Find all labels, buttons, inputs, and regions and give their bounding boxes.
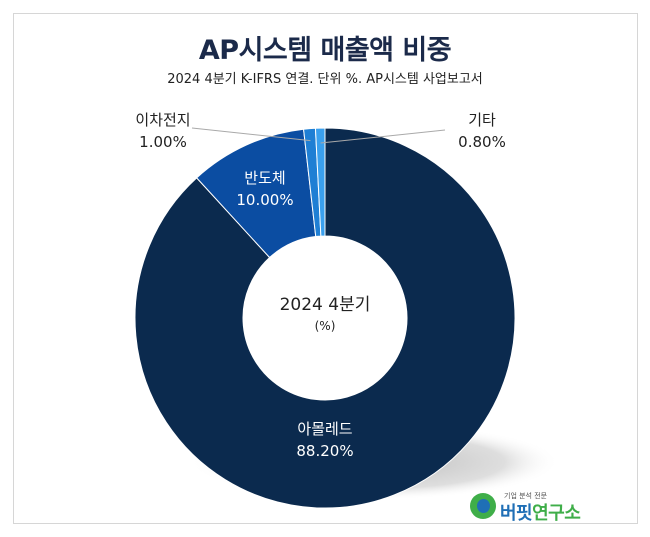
logo-mark-icon xyxy=(470,493,496,519)
donut-center-label: 2024 4분기 (%) xyxy=(225,290,425,333)
leader-line-other xyxy=(320,129,446,144)
slice-value-semiconductor: 10.00% xyxy=(236,191,294,209)
logo: 기업 분석 전문 버핏연구소 xyxy=(470,492,610,525)
slice-label-semiconductor: 반도체 10.00% xyxy=(220,167,310,211)
slice-other xyxy=(314,127,326,237)
slice-label-battery: 이차전지 1.00% xyxy=(118,109,208,153)
slice-name-battery: 이차전지 xyxy=(135,111,191,129)
chart-title: AP시스템 매출액 비중 xyxy=(198,35,452,66)
slice-name-semiconductor: 반도체 xyxy=(244,169,286,187)
chart-subtitle: 2024 4분기 K-IFRS 연결. 단위 %. AP시스템 사업보고서 xyxy=(167,72,483,87)
slice-name-amoled: 아몰레드 xyxy=(297,420,353,438)
logo-name-part1: 버핏 xyxy=(500,503,533,524)
logo-name: 버핏연구소 xyxy=(500,499,581,525)
slice-name-other: 기타 xyxy=(468,111,496,129)
slice-label-other: 기타 0.80% xyxy=(442,109,522,153)
center-period: 2024 4분기 xyxy=(279,295,371,315)
slice-value-amoled: 88.20% xyxy=(296,442,354,460)
slice-value-other: 0.80% xyxy=(458,133,506,151)
center-unit: (%) xyxy=(314,319,336,333)
slice-amoled xyxy=(134,127,516,509)
slice-value-battery: 1.00% xyxy=(139,133,187,151)
slice-label-amoled: 아몰레드 88.20% xyxy=(275,418,375,462)
logo-tagline: 기업 분석 전문 xyxy=(504,492,548,500)
logo-name-part2: 연구소 xyxy=(532,503,581,524)
leader-line-battery xyxy=(191,127,311,142)
